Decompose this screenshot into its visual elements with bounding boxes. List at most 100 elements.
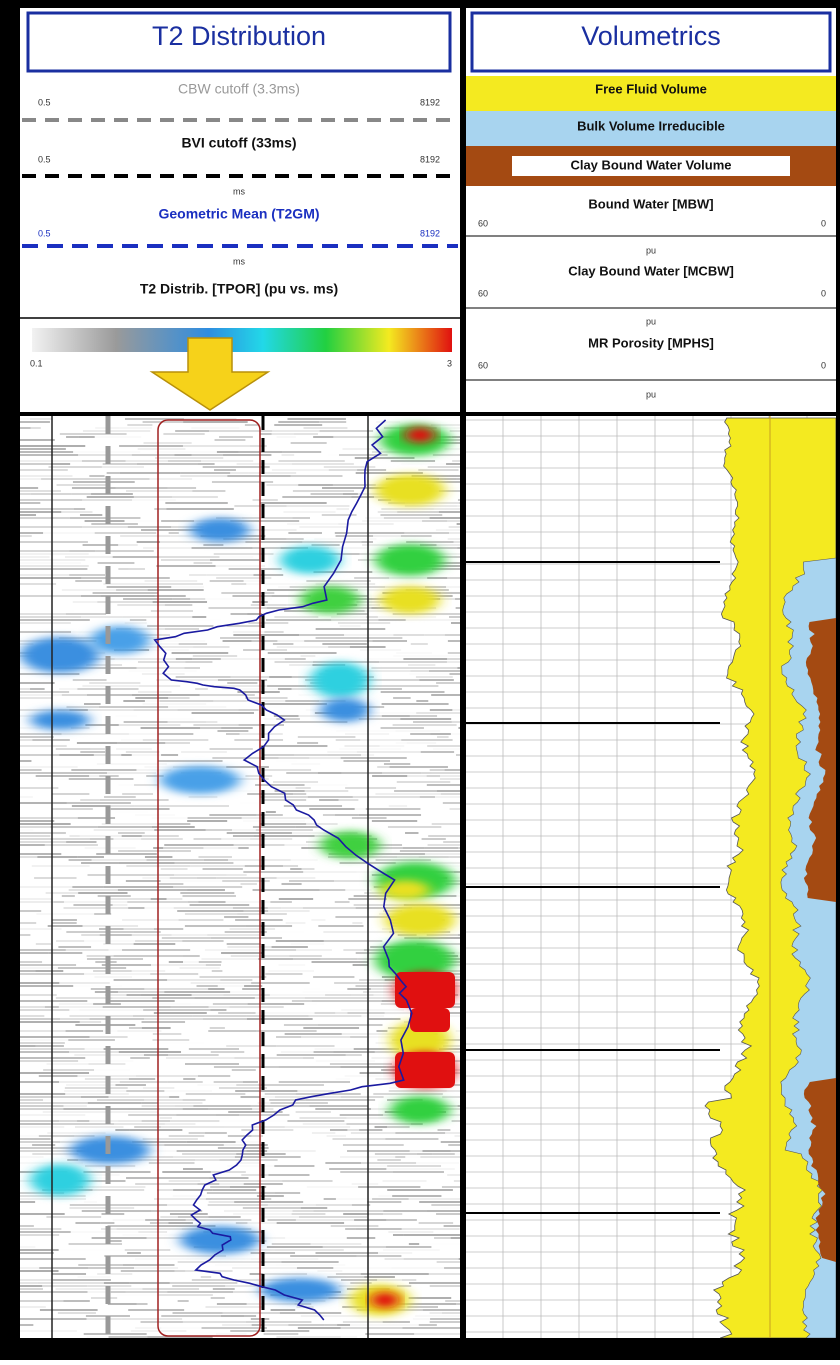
streak — [68, 859, 92, 861]
streak — [20, 550, 70, 552]
streak — [133, 496, 173, 498]
streak — [69, 709, 88, 711]
streak — [20, 616, 82, 618]
blob — [320, 831, 380, 859]
streak — [20, 1099, 44, 1101]
streak — [448, 526, 460, 528]
streak — [315, 583, 376, 585]
streak — [153, 928, 184, 930]
streak — [355, 985, 393, 987]
streak — [443, 1225, 460, 1227]
streak — [260, 433, 272, 435]
streak — [246, 1150, 268, 1152]
streak — [20, 1252, 54, 1254]
streak — [134, 1126, 161, 1128]
streak — [141, 529, 204, 531]
streak — [69, 1207, 135, 1209]
streak — [72, 679, 107, 681]
streak — [118, 568, 129, 570]
streak — [20, 610, 74, 612]
streak — [141, 1102, 158, 1104]
streak — [157, 583, 204, 585]
streak — [20, 1108, 64, 1110]
streak — [55, 997, 113, 999]
streak — [383, 517, 430, 519]
streak — [454, 1135, 460, 1137]
streak — [50, 826, 98, 828]
streak — [307, 796, 353, 798]
streak — [129, 619, 147, 621]
streak — [121, 1318, 183, 1320]
streak — [270, 1102, 328, 1104]
streak — [247, 1222, 277, 1224]
streak — [303, 427, 348, 429]
streak — [216, 517, 242, 519]
streak — [155, 874, 175, 876]
streak — [283, 865, 299, 867]
streak — [68, 1039, 115, 1041]
streak — [63, 1300, 90, 1302]
streak — [20, 802, 67, 804]
streak — [20, 832, 66, 834]
streak — [328, 454, 340, 456]
streak — [20, 454, 79, 456]
streak — [167, 1204, 195, 1206]
streak — [50, 463, 71, 465]
streak — [77, 1276, 111, 1278]
streak — [360, 670, 411, 672]
streak — [288, 1324, 325, 1326]
streak — [390, 460, 436, 462]
streak — [20, 985, 74, 987]
streak — [419, 679, 454, 681]
streak — [313, 1210, 384, 1212]
streak — [288, 532, 322, 534]
streak — [277, 640, 305, 642]
streak — [449, 673, 460, 675]
streak — [174, 874, 227, 876]
streak — [354, 1219, 387, 1221]
streak — [340, 1327, 403, 1329]
streak — [368, 1165, 388, 1167]
streak — [89, 775, 100, 777]
streak — [278, 421, 320, 423]
streak — [96, 853, 157, 855]
streak — [232, 835, 254, 837]
streak — [452, 460, 460, 462]
streak — [261, 1216, 300, 1218]
streak — [204, 949, 264, 951]
streak — [386, 1168, 455, 1170]
streak — [131, 970, 166, 972]
streak — [159, 700, 214, 702]
streak — [89, 1018, 145, 1020]
streak — [71, 487, 116, 489]
streak — [46, 1216, 102, 1218]
legend-swatch-ffv — [466, 76, 836, 111]
streak — [334, 982, 399, 984]
streak — [262, 799, 307, 801]
streak — [20, 1213, 65, 1215]
streak — [20, 1045, 36, 1047]
streak — [358, 814, 422, 816]
streak — [196, 985, 218, 987]
streak — [89, 682, 141, 684]
streak — [281, 907, 303, 909]
streak — [392, 613, 460, 615]
streak — [380, 1003, 395, 1005]
streak — [291, 763, 321, 765]
streak — [267, 1204, 316, 1206]
streak — [353, 1048, 399, 1050]
streak — [167, 487, 197, 489]
streak — [256, 814, 283, 816]
streak — [410, 733, 431, 735]
streak — [252, 547, 281, 549]
streak — [292, 490, 355, 492]
streak — [444, 448, 460, 450]
streak — [37, 772, 107, 774]
streak — [65, 1030, 104, 1032]
streak — [429, 1285, 460, 1287]
streak — [374, 1126, 388, 1128]
streak — [126, 994, 141, 996]
streak — [438, 1120, 452, 1122]
streak — [20, 901, 54, 903]
streak — [243, 694, 255, 696]
